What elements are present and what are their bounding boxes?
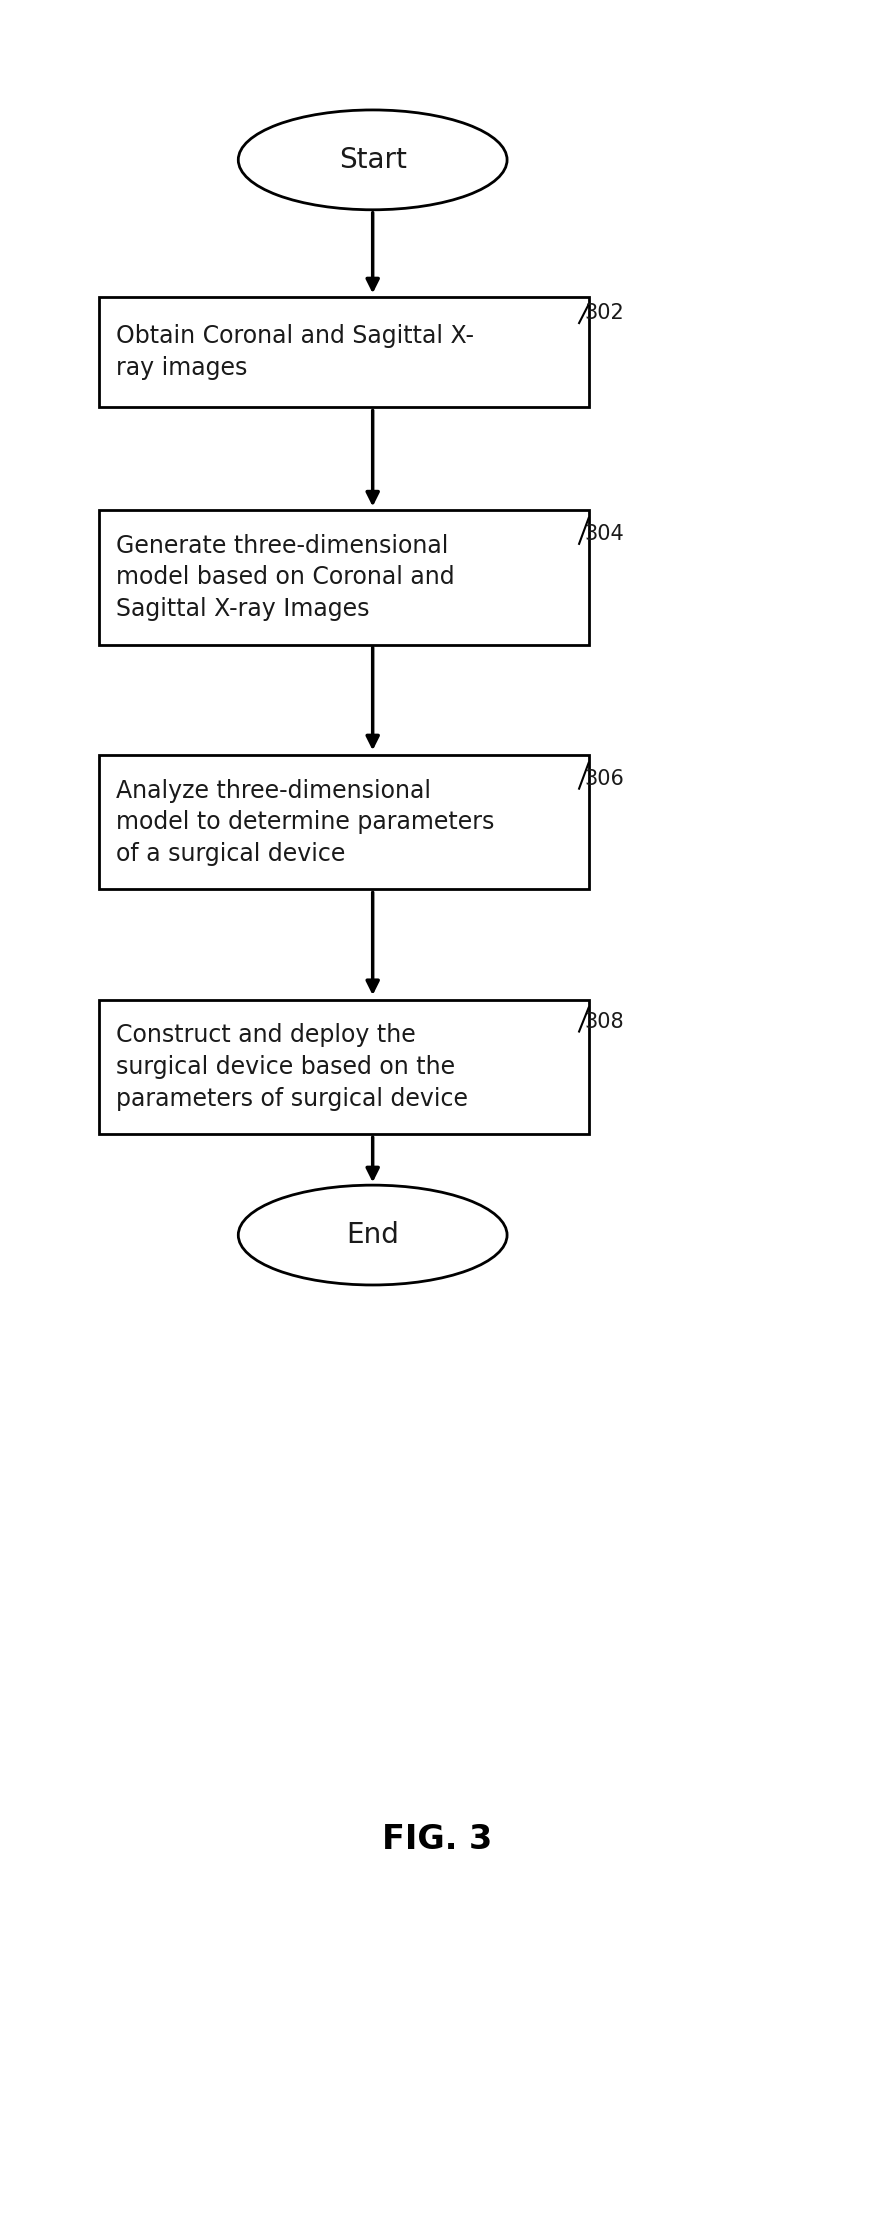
Text: Construct and deploy the
surgical device based on the
parameters of surgical dev: Construct and deploy the surgical device… bbox=[116, 1023, 468, 1110]
Text: Generate three-dimensional
model based on Coronal and
Sagittal X-ray Images: Generate three-dimensional model based o… bbox=[116, 534, 455, 621]
Text: FIG. 3: FIG. 3 bbox=[382, 1824, 492, 1856]
Ellipse shape bbox=[239, 1186, 507, 1284]
Text: Analyze three-dimensional
model to determine parameters
of a surgical device: Analyze three-dimensional model to deter… bbox=[116, 779, 495, 866]
Text: End: End bbox=[346, 1221, 399, 1248]
Ellipse shape bbox=[239, 109, 507, 210]
Bar bbox=[99, 755, 589, 889]
Text: 306: 306 bbox=[584, 768, 624, 788]
Text: Start: Start bbox=[339, 145, 406, 174]
Bar bbox=[99, 511, 589, 645]
Bar bbox=[99, 1000, 589, 1134]
Text: Obtain Coronal and Sagittal X-
ray images: Obtain Coronal and Sagittal X- ray image… bbox=[116, 324, 475, 380]
Text: 308: 308 bbox=[584, 1012, 623, 1032]
Text: 304: 304 bbox=[584, 525, 624, 545]
Bar bbox=[99, 297, 589, 406]
Text: 302: 302 bbox=[584, 304, 624, 324]
